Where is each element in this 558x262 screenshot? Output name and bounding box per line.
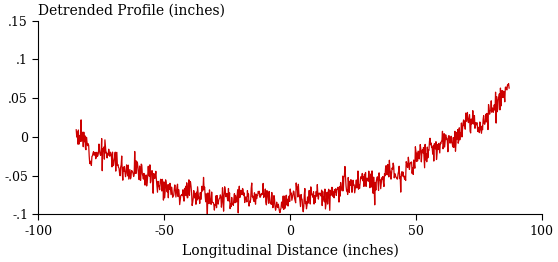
Text: Detrended Profile (inches): Detrended Profile (inches)	[39, 4, 225, 18]
X-axis label: Longitudinal Distance (inches): Longitudinal Distance (inches)	[182, 243, 398, 258]
